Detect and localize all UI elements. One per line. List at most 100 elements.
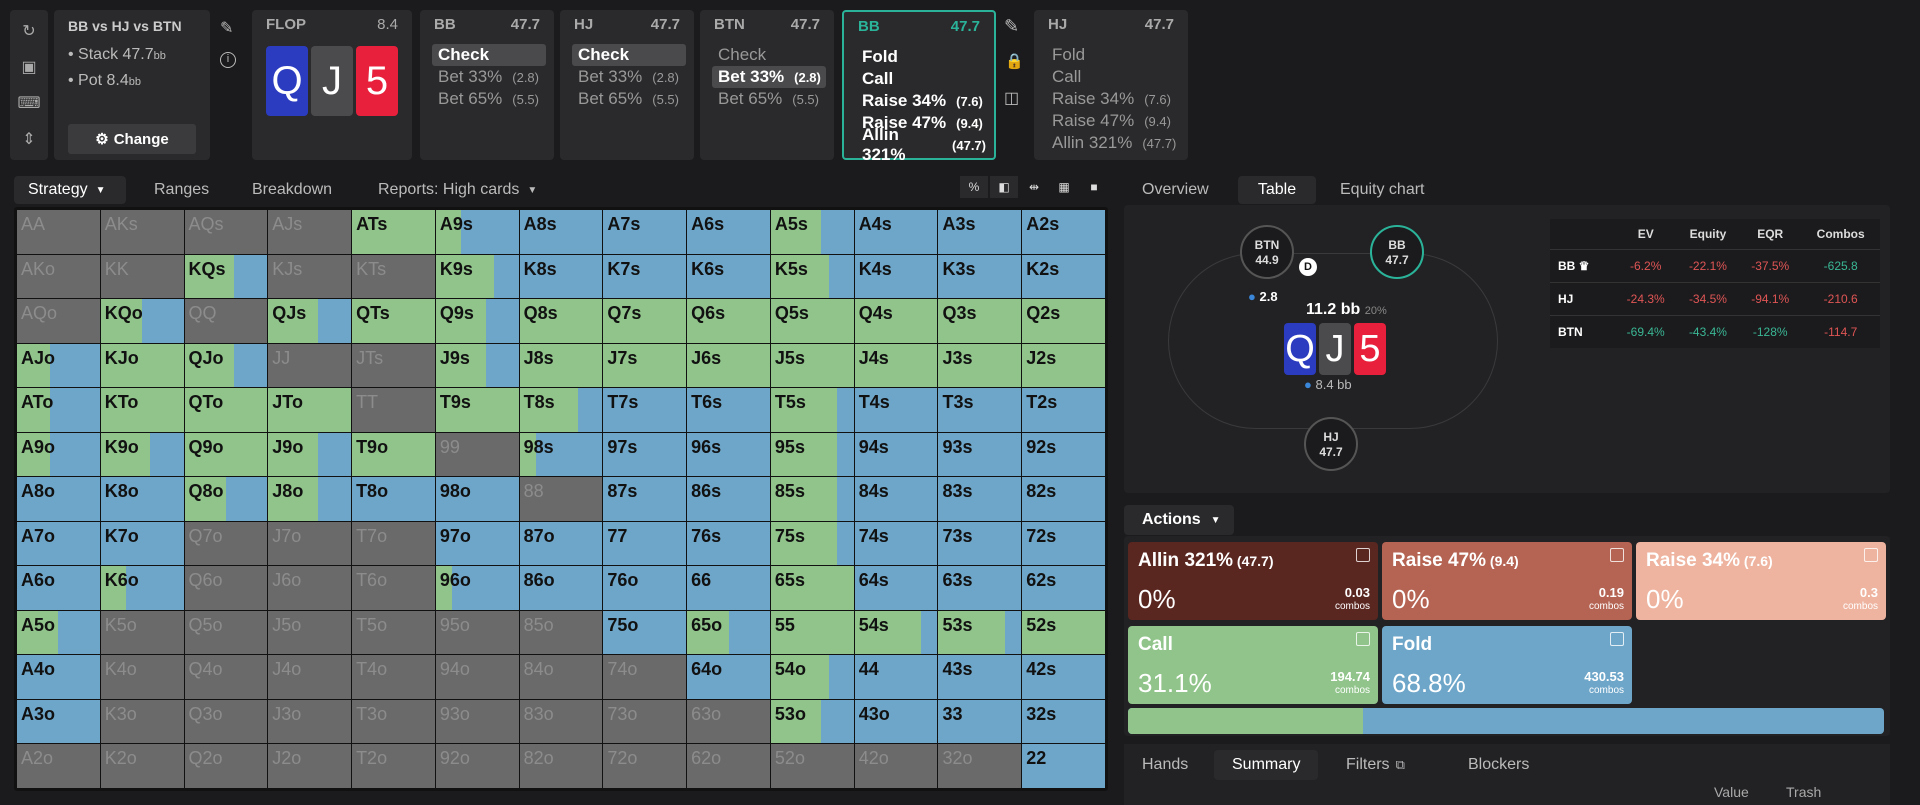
hand-cell[interactable]: T2o [352, 744, 435, 788]
hand-cell[interactable]: 53o [770, 699, 854, 744]
hand-cell[interactable]: 85s [770, 477, 854, 521]
hand-cell[interactable]: K2s [1022, 254, 1105, 299]
action-option[interactable]: Bet 33% (2.8) [438, 67, 539, 86]
tab-table[interactable]: Table [1238, 176, 1316, 204]
hand-cell[interactable]: J2o [268, 744, 352, 788]
hand-cell[interactable]: JJ [268, 343, 352, 388]
hand-cell[interactable]: K5o [100, 610, 184, 655]
hand-cell[interactable]: K8s [519, 254, 603, 299]
hand-cell[interactable]: T8o [352, 477, 435, 521]
gamepad-icon[interactable]: ⌨ [17, 95, 41, 112]
seat-bb[interactable]: BB 47.7 [1370, 225, 1424, 279]
actions-dropdown[interactable]: Actions ▼ [1124, 505, 1234, 535]
hand-cell[interactable]: J4o [268, 655, 352, 699]
hand-cell[interactable]: KJo [100, 343, 184, 388]
hand-cell[interactable]: 52o [770, 744, 854, 788]
hand-cell[interactable]: 62o [687, 744, 770, 788]
tab-strategy[interactable]: Strategy ▼ [14, 176, 126, 204]
hand-cell[interactable]: J2s [1022, 343, 1105, 388]
hand-cell[interactable]: T3o [352, 699, 435, 744]
action-option[interactable]: Fold [1052, 45, 1086, 64]
hand-cell[interactable]: Q4o [184, 655, 268, 699]
edit-icon[interactable]: ✎ [220, 20, 234, 37]
hand-cell[interactable]: A7o [17, 521, 100, 566]
hand-cell[interactable]: AQo [17, 299, 100, 343]
hand-cell[interactable]: Q3o [184, 699, 268, 744]
action-option[interactable]: Check [432, 44, 546, 66]
hand-cell[interactable]: 52s [1022, 610, 1105, 655]
hand-cell[interactable]: 96o [435, 566, 519, 610]
hand-cell[interactable]: 73o [603, 699, 687, 744]
align-icon[interactable]: ⇕ [22, 131, 36, 148]
hand-cell[interactable]: Q3s [938, 299, 1022, 343]
hand-cell[interactable]: 97o [435, 521, 519, 566]
hand-cell[interactable]: 77 [603, 521, 687, 566]
hand-cell[interactable]: 82s [1022, 477, 1105, 521]
hand-cell[interactable]: T4o [352, 655, 435, 699]
hand-cell[interactable]: Q6o [184, 566, 268, 610]
hand-cell[interactable]: J3o [268, 699, 352, 744]
hand-cell[interactable]: AKo [17, 254, 100, 299]
hand-cell[interactable]: AKs [100, 210, 184, 254]
hand-cell[interactable]: 74o [603, 655, 687, 699]
percent-view-icon[interactable]: % [960, 176, 988, 198]
hand-cell[interactable]: J9o [268, 432, 352, 477]
action-tile-call[interactable]: Call 31.1% 194.74 combos [1128, 626, 1378, 704]
hand-cell[interactable]: A8s [519, 210, 603, 254]
hand-cell[interactable]: 63s [938, 566, 1022, 610]
hand-cell[interactable]: JTs [352, 343, 435, 388]
tab-summary[interactable]: Summary [1214, 750, 1319, 780]
hand-cell[interactable]: T3s [938, 388, 1022, 432]
action-option[interactable]: Raise 47% (9.4) [862, 113, 983, 132]
hand-cell[interactable]: AA [17, 210, 100, 254]
hand-cell[interactable]: Q9s [435, 299, 519, 343]
hand-cell[interactable]: Q2s [1022, 299, 1105, 343]
hand-cell[interactable]: KQo [100, 299, 184, 343]
hand-cell[interactable]: K4s [854, 254, 938, 299]
hand-cell[interactable]: 33 [938, 699, 1022, 744]
hand-cell[interactable]: 75o [603, 610, 687, 655]
hand-cell[interactable]: T9o [352, 432, 435, 477]
hand-cell[interactable]: J5o [268, 610, 352, 655]
action-tile-raise[interactable]: Raise 34% (7.6) 0% 0.3 combos [1636, 542, 1886, 620]
hand-cell[interactable]: K6o [100, 566, 184, 610]
hand-cell[interactable]: 54s [854, 610, 938, 655]
hand-cell[interactable]: 22 [1022, 744, 1105, 788]
tab-ranges[interactable]: Ranges [154, 181, 210, 198]
hand-cell[interactable]: 98s [519, 432, 603, 477]
player-card-hj[interactable]: HJ 47.7 Check Bet 33% (2.8) Bet 65% (5.5) [560, 10, 694, 160]
hand-cell[interactable]: JTo [268, 388, 352, 432]
hand-cell[interactable]: 94s [854, 432, 938, 477]
lock-icon[interactable]: 🔒 [1005, 53, 1024, 70]
details-icon[interactable] [1610, 548, 1624, 562]
hand-cell[interactable]: K3s [938, 254, 1022, 299]
tab-overview[interactable]: Overview [1142, 181, 1209, 198]
hand-cell[interactable]: Q4s [854, 299, 938, 343]
hand-cell[interactable]: 87o [519, 521, 603, 566]
hand-cell[interactable]: K7s [603, 254, 687, 299]
tab-equity-chart[interactable]: Equity chart [1340, 181, 1425, 198]
hand-cell[interactable]: T6s [687, 388, 770, 432]
compress-icon[interactable]: ⇹ [1028, 180, 1040, 194]
hand-cell[interactable]: Q7s [603, 299, 687, 343]
player-card-bb[interactable]: BB 47.7 Fold Call Raise 34% (7.6) Raise 47% (9.… [842, 10, 996, 164]
reset-icon[interactable]: ↻ [22, 23, 36, 40]
hand-cell[interactable]: Q8o [184, 477, 268, 521]
hand-cell[interactable]: Q2o [184, 744, 268, 788]
hand-cell[interactable]: 54o [770, 655, 854, 699]
hand-cell[interactable]: K9o [100, 432, 184, 477]
hand-cell[interactable]: A2o [17, 744, 100, 788]
hand-cell[interactable]: TT [352, 388, 435, 432]
hand-cell[interactable]: A4o [17, 655, 100, 699]
tab-blockers[interactable]: Blockers [1468, 756, 1530, 773]
player-card-bb[interactable]: BB 47.7 Check Bet 33% (2.8) Bet 65% (5.5) [420, 10, 554, 160]
hand-cell[interactable]: 94o [435, 655, 519, 699]
hand-cell[interactable]: K5s [770, 254, 854, 299]
hand-cell[interactable]: 95s [770, 432, 854, 477]
hand-cell[interactable]: 64s [854, 566, 938, 610]
hand-cell[interactable]: 92s [1022, 432, 1105, 477]
hand-cell[interactable]: KTs [352, 254, 435, 299]
hand-cell[interactable]: 72s [1022, 521, 1105, 566]
details-icon[interactable] [1356, 632, 1370, 646]
